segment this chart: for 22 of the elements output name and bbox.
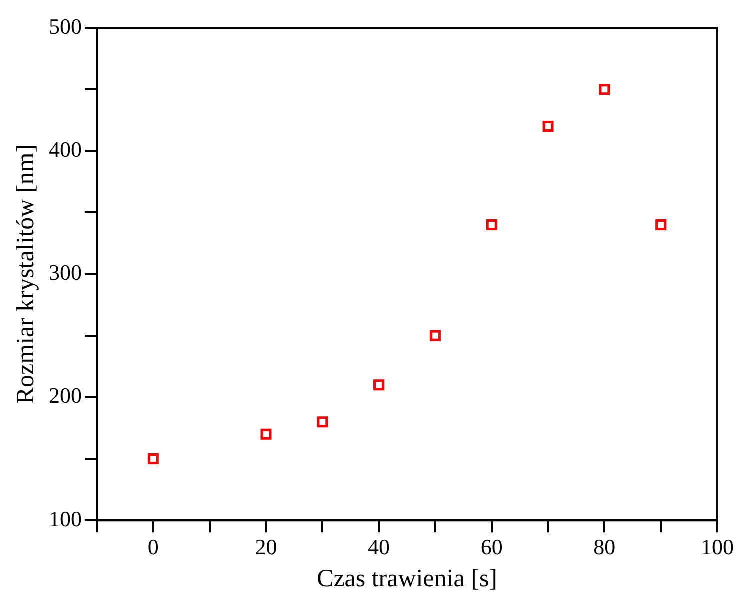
x-tick-label: 100: [701, 534, 734, 560]
x-tick-label: 0: [148, 534, 159, 560]
point: [542, 121, 554, 132]
point: [317, 416, 328, 428]
x-axis-title: Czas trawienia [s]: [317, 566, 498, 593]
point: [260, 428, 272, 440]
point: [656, 220, 667, 231]
y-tick-label: 100: [49, 506, 82, 532]
point: [430, 330, 441, 342]
y-axis-title: Rozmiar krystalitów [nm]: [12, 144, 40, 404]
y-tick-label: 300: [49, 260, 82, 286]
point: [486, 220, 498, 231]
x-tick-label: 20: [255, 534, 278, 560]
point: [374, 380, 385, 391]
y-tick-label: 400: [49, 136, 82, 162]
x-tick-label: 60: [480, 534, 503, 560]
point: [148, 454, 159, 465]
y-tick-label: 500: [49, 14, 82, 39]
x-tick-label: 80: [594, 534, 616, 560]
x-tick-label: 40: [368, 534, 390, 560]
point: [599, 84, 610, 96]
y-tick-label: 200: [49, 383, 82, 408]
